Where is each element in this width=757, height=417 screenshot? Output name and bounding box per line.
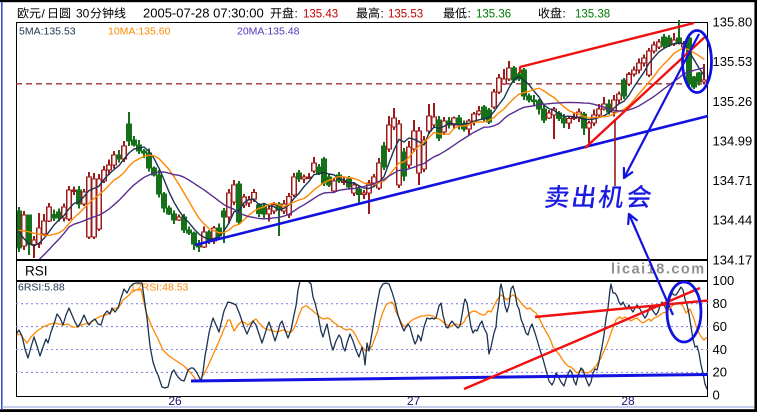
svg-text:5MA:135.53: 5MA:135.53 xyxy=(19,26,76,38)
svg-text::: : xyxy=(381,7,384,21)
svg-text:20MA:135.48: 20MA:135.48 xyxy=(237,26,300,38)
svg-text:2005-07-28 07:30:00: 2005-07-28 07:30:00 xyxy=(143,6,264,21)
svg-text:100: 100 xyxy=(713,273,735,288)
svg-text:135.53: 135.53 xyxy=(713,54,753,69)
svg-text:134.71: 134.71 xyxy=(713,173,753,188)
svg-text:134.99: 134.99 xyxy=(713,133,753,148)
svg-text:27: 27 xyxy=(407,394,421,408)
svg-text:licai18.com: licai18.com xyxy=(611,262,706,278)
svg-text:134.17: 134.17 xyxy=(713,252,753,267)
svg-text:26: 26 xyxy=(168,394,182,408)
svg-text:20: 20 xyxy=(713,365,727,380)
svg-text:0: 0 xyxy=(713,388,720,403)
svg-text:40: 40 xyxy=(713,342,727,357)
svg-text:6RSI:5.88: 6RSI:5.88 xyxy=(18,282,65,294)
svg-text:134.44: 134.44 xyxy=(713,213,753,228)
svg-text::: : xyxy=(468,7,471,21)
svg-text:10MA:135.60: 10MA:135.60 xyxy=(108,26,171,38)
svg-text:135.38: 135.38 xyxy=(575,9,610,21)
svg-text:135.53: 135.53 xyxy=(388,9,423,21)
svg-text::: : xyxy=(295,7,298,21)
svg-text:135.43: 135.43 xyxy=(303,9,338,21)
svg-text:135.80: 135.80 xyxy=(713,15,753,30)
svg-text:60: 60 xyxy=(713,319,727,334)
svg-text:30: 30 xyxy=(76,7,90,21)
svg-text::: : xyxy=(563,7,566,21)
svg-text:135.26: 135.26 xyxy=(713,94,753,109)
svg-text:135.36: 135.36 xyxy=(476,9,511,21)
svg-text:28: 28 xyxy=(621,394,635,408)
svg-text:RSI: RSI xyxy=(25,264,48,279)
svg-text:80: 80 xyxy=(713,296,727,311)
